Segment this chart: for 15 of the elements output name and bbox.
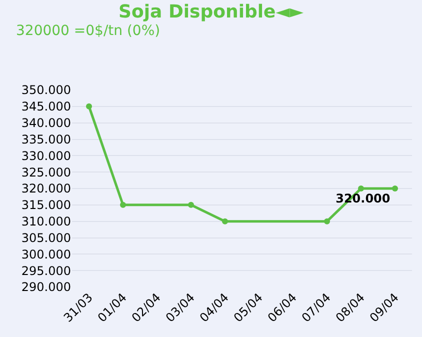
y-tick-label: 345.000 — [21, 100, 71, 114]
y-tick-label: 350.000 — [21, 83, 71, 98]
y-tick-label: 335.000 — [21, 132, 71, 146]
chart-title: Soja Disponible◄► — [118, 2, 304, 23]
chart-subtitle: 320000 =0$/tn (0%) — [16, 23, 160, 39]
y-tick-label: 315.000 — [21, 198, 71, 212]
y-tick-label: 310.000 — [21, 214, 71, 229]
y-tick-label: 305.000 — [21, 230, 71, 245]
y-tick-label: 290.000 — [21, 280, 71, 294]
y-tick-label: 340.000 — [21, 116, 71, 130]
y-tick-label: 330.000 — [21, 148, 71, 163]
y-tick-label: 300.000 — [21, 247, 71, 262]
y-tick-label: 320.000 — [21, 182, 71, 196]
y-tick-label: 325.000 — [21, 165, 71, 180]
y-tick-label: 295.000 — [21, 264, 71, 278]
